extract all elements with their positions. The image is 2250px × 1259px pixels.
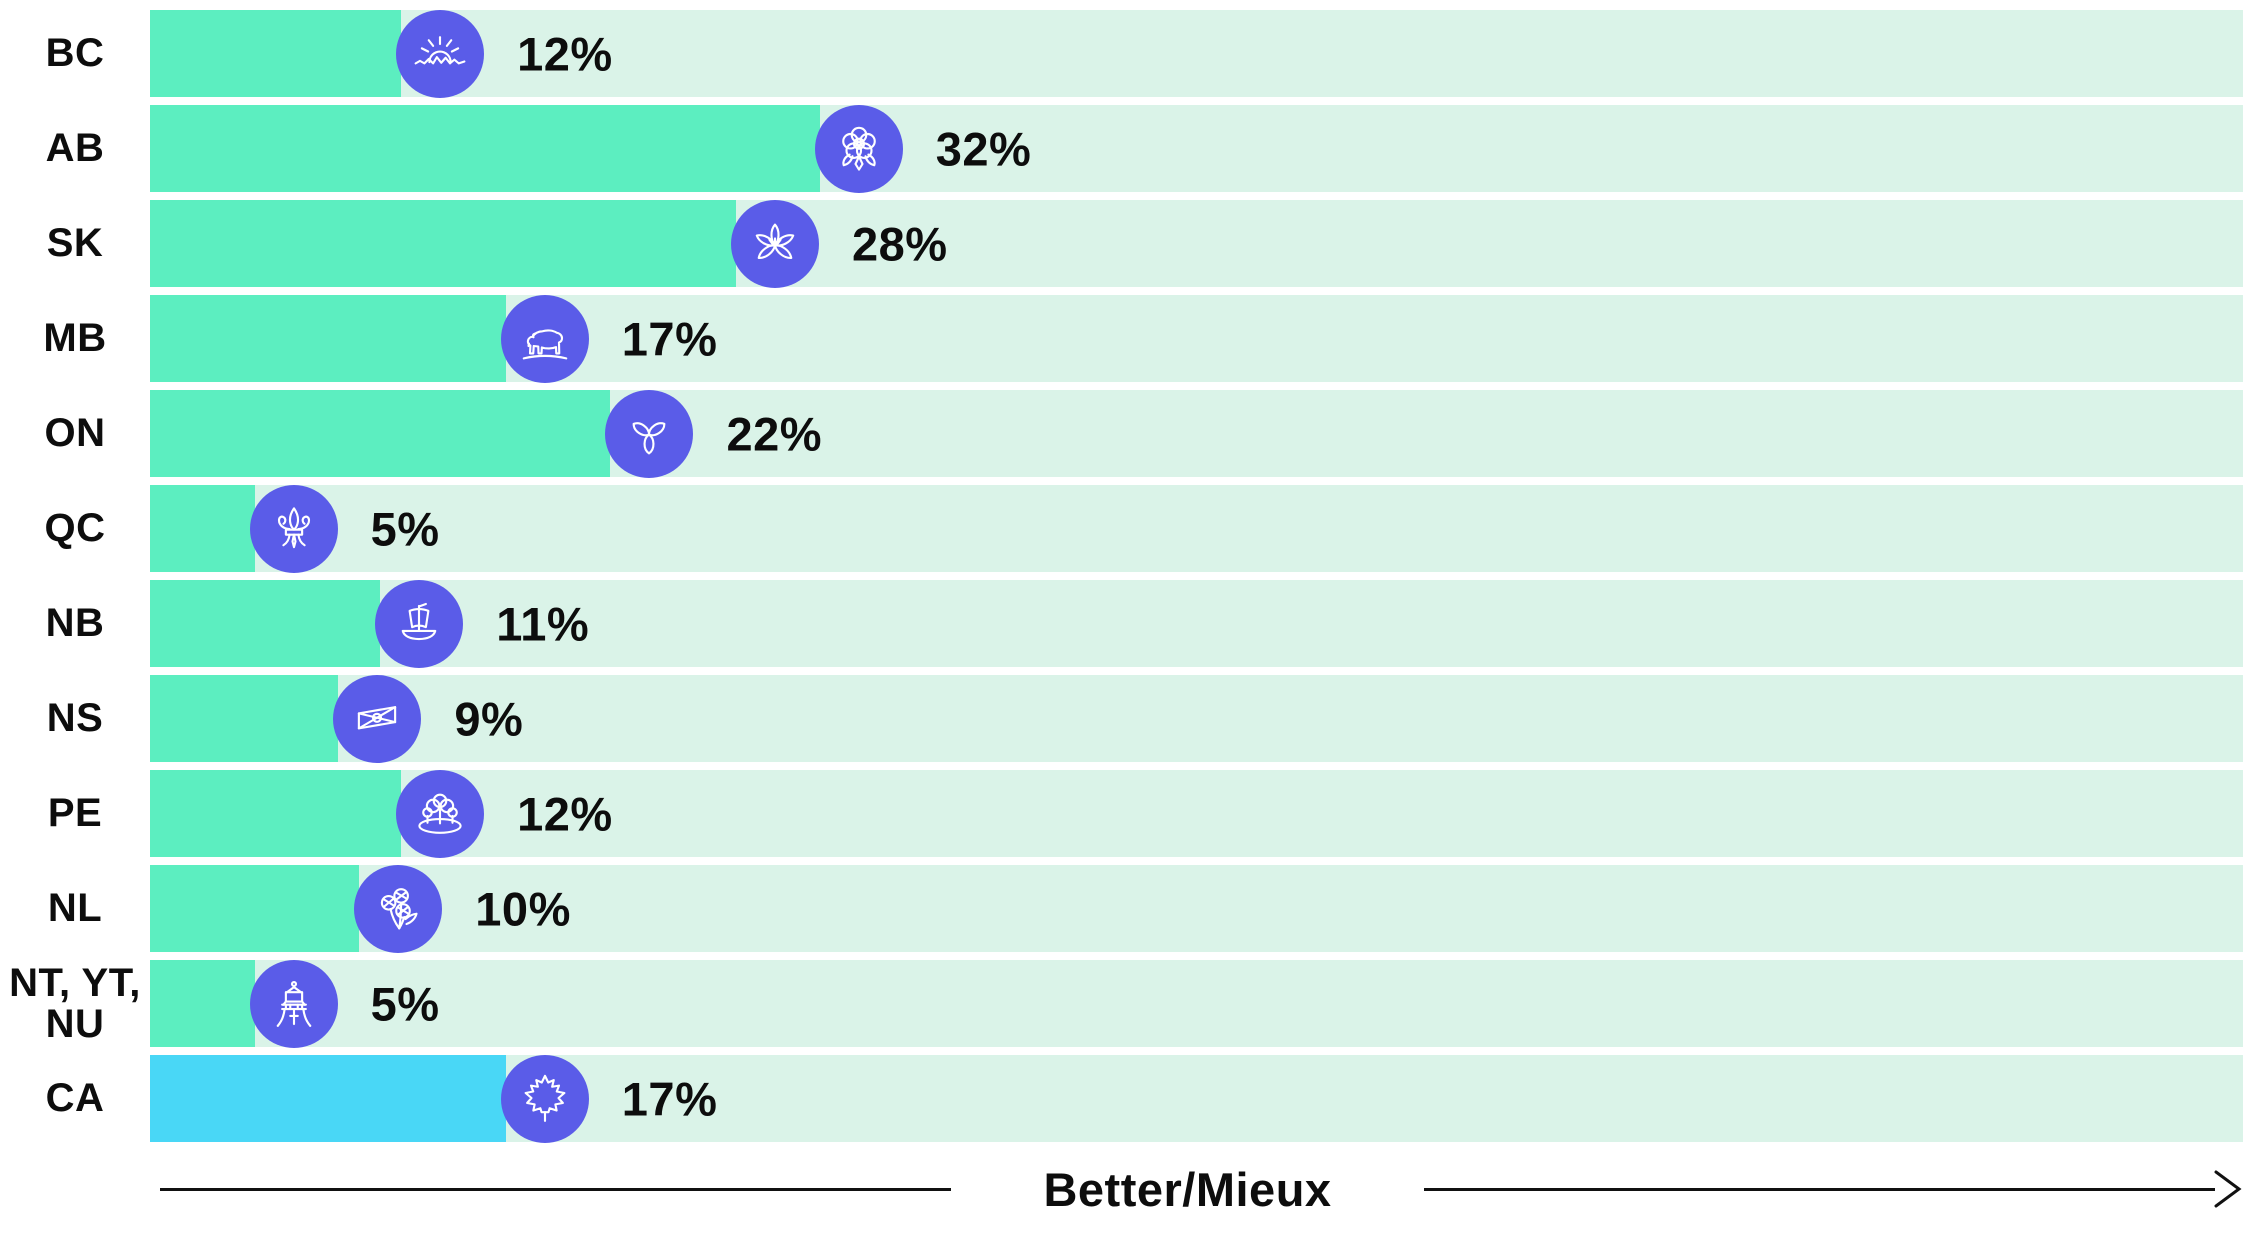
bar-value-label: 32% (935, 122, 1032, 175)
nl-pitcher-plant-icon (354, 864, 443, 953)
bar (150, 485, 255, 572)
bar (150, 1055, 506, 1142)
ab-wild-rose-icon (814, 104, 903, 193)
bar (150, 770, 402, 857)
bar (150, 390, 611, 477)
bar-value-label: 12% (517, 787, 613, 840)
axis-label: Better/Mieux (1043, 1162, 1332, 1216)
better-axis: Better/Mieux (160, 1160, 2243, 1218)
row-label: NS (46, 696, 104, 741)
row-label: NL (47, 886, 103, 931)
chart-row: ON 22% (0, 389, 2250, 478)
axis-line-right (1423, 1187, 2216, 1191)
bar (150, 865, 360, 952)
bar-track: 9% (150, 674, 2243, 763)
bar-track: 10% (150, 864, 2243, 953)
bar-value-label: 5% (370, 977, 440, 1030)
chart-row: NS 9% (0, 674, 2250, 763)
provincial-bar-chart: BC 12% AB 32% SK 28% MB (0, 9, 2250, 1218)
chart-row: MB 17% (0, 294, 2250, 383)
bar-value-label: 28% (852, 217, 948, 270)
on-trillium-icon (605, 389, 694, 478)
ca-maple-leaf-icon (500, 1054, 589, 1143)
row-label: BC (45, 31, 105, 76)
bar (150, 675, 339, 762)
row-label: NB (45, 601, 105, 646)
chart-row: NB 11% (0, 579, 2250, 668)
row-label: CA (45, 1076, 105, 1121)
bar-track: 28% (150, 199, 2243, 288)
axis-line-left (160, 1187, 952, 1191)
bar-track: 5% (150, 959, 2243, 1048)
sk-prairie-lily-icon (731, 199, 820, 288)
row-label: ON (44, 411, 106, 456)
chart-row: CA 17% (0, 1054, 2250, 1143)
chart-row: QC 5% (0, 484, 2250, 573)
ns-flag-icon (333, 674, 422, 763)
pe-island-trees-icon (396, 769, 485, 858)
bar-value-label: 17% (621, 1072, 718, 1125)
bar (150, 580, 381, 667)
bar-track: 17% (150, 1054, 2243, 1143)
nb-sailing-ship-icon (375, 579, 464, 668)
chart-row: NT, YT, NU 5% (0, 959, 2250, 1048)
bar-value-label: 11% (496, 597, 590, 650)
bar-track: 12% (150, 769, 2243, 858)
arrowhead-icon (2214, 1170, 2242, 1208)
bar-track: 22% (150, 389, 2243, 478)
row-label: AB (45, 126, 105, 171)
bar (150, 960, 255, 1047)
chart-row: PE 12% (0, 769, 2250, 858)
bar-track: 12% (150, 9, 2243, 98)
bar-value-label: 22% (726, 407, 823, 460)
bar (150, 10, 402, 97)
row-label: PE (47, 791, 103, 836)
row-label: MB (43, 316, 107, 361)
row-label: NT, YT, NU (9, 960, 141, 1046)
row-label: SK (46, 221, 104, 266)
bar (150, 200, 737, 287)
qc-fleur-de-lis-icon (249, 484, 338, 573)
territories-tower-icon (249, 959, 338, 1048)
bar (150, 105, 820, 192)
chart-row: BC 12% (0, 9, 2250, 98)
chart-row: NL 10% (0, 864, 2250, 953)
bar-value-label: 10% (475, 882, 571, 935)
bar-value-label: 17% (621, 312, 718, 365)
bar-value-label: 5% (370, 502, 440, 555)
bc-sunrise-icon (396, 9, 485, 98)
bar-track: 17% (150, 294, 2243, 383)
bar-track: 5% (150, 484, 2243, 573)
bar-track: 32% (150, 104, 2243, 193)
chart-row: AB 32% (0, 104, 2250, 193)
bar-track: 11% (150, 579, 2243, 668)
chart-rows: BC 12% AB 32% SK 28% MB (0, 9, 2250, 1143)
bar-value-label: 12% (517, 27, 613, 80)
row-label: QC (44, 506, 106, 551)
mb-bison-icon (500, 294, 589, 383)
bar-value-label: 9% (454, 692, 524, 745)
chart-row: SK 28% (0, 199, 2250, 288)
bar (150, 295, 506, 382)
axis-arrow-right (1423, 1166, 2243, 1212)
